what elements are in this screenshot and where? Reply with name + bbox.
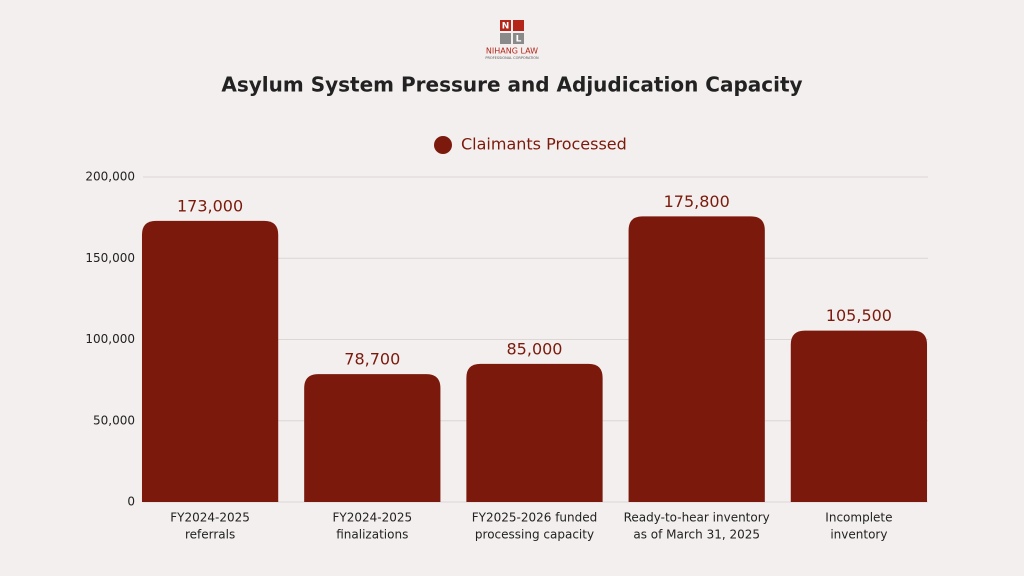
x-tick-label: as of March 31, 2025 — [633, 528, 760, 542]
x-tick-label: finalizations — [336, 528, 408, 542]
logo-tagline: PROFESSIONAL CORPORATION — [485, 56, 539, 60]
logo-box — [500, 20, 511, 31]
x-tick-label: Ready-to-hear inventory — [624, 511, 770, 525]
value-label: 173,000 — [177, 196, 243, 215]
logo-box — [500, 33, 511, 44]
bar — [628, 216, 765, 502]
legend-marker — [434, 136, 452, 154]
x-tick-label: referrals — [185, 528, 235, 542]
bar — [466, 363, 603, 502]
x-tick-label: inventory — [830, 528, 887, 542]
logo-letter: N — [502, 22, 510, 32]
y-tick-label: 100,000 — [85, 332, 135, 346]
logo-name: NIHANG LAW — [486, 47, 538, 56]
value-label: 105,500 — [826, 306, 892, 325]
y-tick-label: 200,000 — [85, 170, 135, 184]
y-tick-label: 50,000 — [93, 413, 135, 427]
x-tick-label: processing capacity — [475, 528, 594, 542]
value-label: 85,000 — [507, 339, 563, 358]
y-tick-label: 150,000 — [85, 251, 135, 265]
logo-letter: L — [516, 35, 522, 45]
bar — [304, 374, 441, 502]
value-label: 175,800 — [664, 192, 730, 211]
bar — [141, 220, 279, 502]
x-tick-label: FY2024-2025 — [170, 511, 250, 525]
value-label: 78,700 — [344, 350, 400, 369]
x-tick-label: FY2025-2026 funded — [472, 511, 598, 525]
x-tick-label: FY2024-2025 — [332, 511, 412, 525]
logo: N L NIHANG LAW PROFESSIONAL CORPORATION — [485, 20, 539, 60]
legend-label: Claimants Processed — [461, 135, 627, 154]
y-tick-label: 0 — [127, 495, 135, 509]
logo-box — [513, 20, 524, 31]
chart-title: Asylum System Pressure and Adjudication … — [221, 73, 802, 97]
bar — [790, 330, 928, 502]
logo-box — [513, 33, 524, 44]
x-tick-label: Incomplete — [825, 511, 892, 525]
